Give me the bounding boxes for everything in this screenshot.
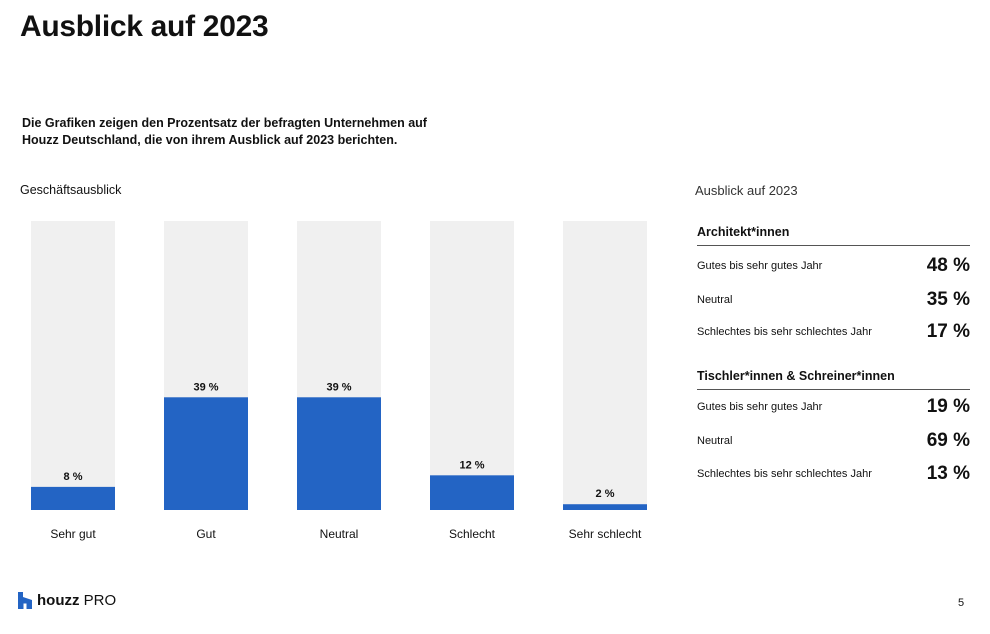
row-label: Schlechtes bis sehr schlechtes Jahr xyxy=(697,326,872,338)
row-value: 17 % xyxy=(926,321,970,342)
group-title-architects: Architekt*innen xyxy=(697,225,970,246)
row-value: 35 % xyxy=(926,289,970,310)
architects-row-good: Gutes bis sehr gutes Jahr 48 % xyxy=(697,254,970,278)
row-label: Neutral xyxy=(697,294,733,306)
page-number: 5 xyxy=(958,597,965,609)
houzz-house-icon xyxy=(18,592,32,609)
row-value: 69 % xyxy=(926,430,970,451)
carpenters-row-bad: Schlechtes bis sehr schlechtes Jahr 13 % xyxy=(697,462,970,486)
panel-title: Ausblick auf 2023 xyxy=(695,183,798,198)
category-label: Neutral xyxy=(320,527,359,541)
bar-track xyxy=(563,221,647,510)
bar xyxy=(164,397,248,510)
chart-label: Geschäftsausblick xyxy=(20,183,122,197)
logo-suffix: PRO xyxy=(83,592,117,609)
page-subtitle: Die Grafiken zeigen den Prozentsatz der … xyxy=(22,115,492,149)
row-value: 48 % xyxy=(926,255,970,276)
category-label: Sehr gut xyxy=(50,527,96,541)
architects-row-bad: Schlechtes bis sehr schlechtes Jahr 17 % xyxy=(697,320,970,344)
logo-wordmark: houzz PRO xyxy=(37,592,116,609)
architects-row-neutral: Neutral 35 % xyxy=(697,288,970,312)
row-value: 13 % xyxy=(926,463,970,484)
category-label: Schlecht xyxy=(449,527,496,541)
row-label: Neutral xyxy=(697,435,733,447)
bar-value-label: 12 % xyxy=(459,459,484,471)
logo-brand: houzz xyxy=(37,592,80,609)
row-label: Gutes bis sehr gutes Jahr xyxy=(697,260,823,272)
category-label: Gut xyxy=(196,527,216,541)
group-title-carpenters: Tischler*innen & Schreiner*innen xyxy=(697,369,970,390)
bar-value-label: 8 % xyxy=(64,471,83,483)
business-outlook-bar-chart: 8 % Sehr gut 39 % Gut 39 % Neutral 12 % Schlech… xyxy=(31,221,647,541)
row-value: 19 % xyxy=(926,396,970,417)
subtitle-line: Die Grafiken zeigen den Prozentsatz der … xyxy=(22,116,427,130)
bar xyxy=(563,504,647,510)
subtitle-line: Houzz Deutschland, die von ihrem Ausblic… xyxy=(22,133,398,147)
bar-value-label: 2 % xyxy=(596,488,615,500)
row-label: Schlechtes bis sehr schlechtes Jahr xyxy=(697,468,872,480)
page-title: Ausblick auf 2023 xyxy=(20,10,269,43)
bar xyxy=(297,397,381,510)
carpenters-row-neutral: Neutral 69 % xyxy=(697,429,970,453)
bar-track xyxy=(430,221,514,510)
bar-track xyxy=(31,221,115,510)
category-label: Sehr schlecht xyxy=(569,527,642,541)
bar xyxy=(430,475,514,510)
bar-value-label: 39 % xyxy=(193,381,218,393)
carpenters-row-good: Gutes bis sehr gutes Jahr 19 % xyxy=(697,395,970,419)
row-label: Gutes bis sehr gutes Jahr xyxy=(697,401,823,413)
bar xyxy=(31,486,115,510)
houzz-pro-logo: houzz PRO xyxy=(18,592,116,609)
bar-value-label: 39 % xyxy=(326,381,351,393)
